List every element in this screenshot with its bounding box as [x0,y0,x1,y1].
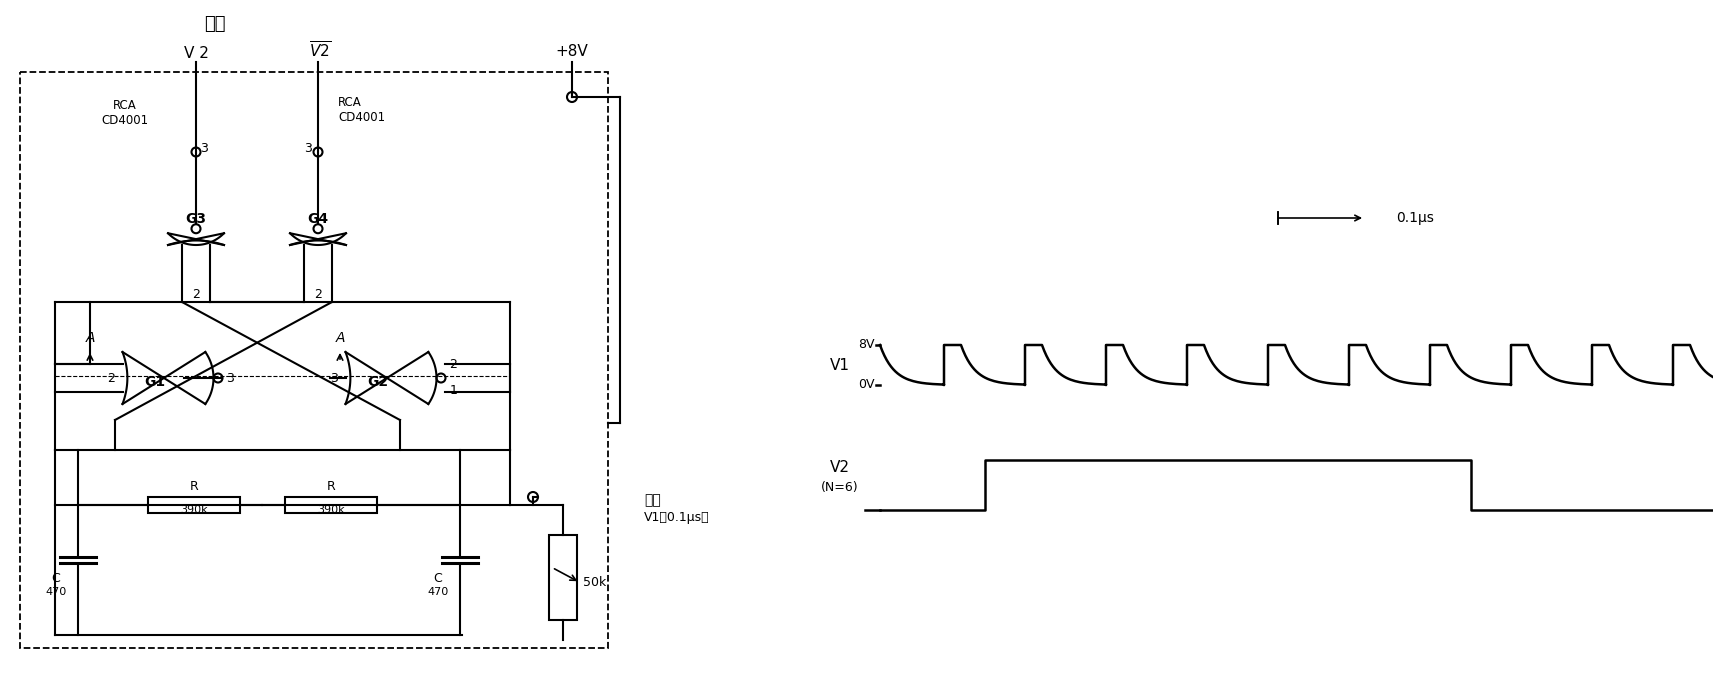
Text: 470: 470 [427,587,449,597]
Text: $\overline{V2}$: $\overline{V2}$ [308,41,331,61]
Text: 390k: 390k [180,505,207,515]
Text: (N=6): (N=6) [821,482,858,495]
Text: 470: 470 [45,587,67,597]
Bar [147,497,240,513]
Text: 390k: 390k [317,505,344,515]
Text: 2: 2 [192,289,200,302]
Text: A: A [86,331,94,345]
Text: RCA
CD4001: RCA CD4001 [101,99,149,127]
Text: +8V: +8V [555,45,588,60]
Text: V1: V1 [831,357,850,372]
Text: 3: 3 [329,372,337,384]
Text: 输入: 输入 [644,493,661,507]
Text: A: A [336,331,344,345]
Text: C: C [51,571,60,584]
Text: 0.1μs: 0.1μs [1396,211,1434,225]
Text: 2: 2 [313,289,322,302]
Text: G2: G2 [367,375,389,389]
Text: 2: 2 [106,372,115,384]
Text: R: R [190,480,199,493]
Text: 50k: 50k [582,576,606,589]
Bar [548,535,577,620]
Text: 0V: 0V [858,379,875,392]
Text: C: C [433,571,442,584]
Text: G3: G3 [185,212,207,226]
Text: G4: G4 [307,212,329,226]
Text: V 2: V 2 [183,45,209,60]
Text: R: R [327,480,336,493]
Text: V1（0.1μs）: V1（0.1μs） [644,512,709,525]
Text: 3: 3 [226,372,235,384]
Text: 2: 2 [449,359,457,372]
Text: 1: 1 [449,384,457,397]
Text: 输出: 输出 [204,15,226,33]
Text: 3: 3 [200,141,207,154]
Text: RCA
CD4001: RCA CD4001 [337,96,385,124]
Text: 8V: 8V [858,338,875,351]
Text: G1: G1 [144,375,166,389]
Text: V2: V2 [831,460,850,475]
Bar [284,497,377,513]
Text: 3: 3 [305,141,312,154]
